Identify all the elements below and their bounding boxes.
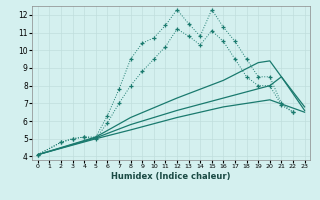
X-axis label: Humidex (Indice chaleur): Humidex (Indice chaleur) xyxy=(111,172,231,181)
